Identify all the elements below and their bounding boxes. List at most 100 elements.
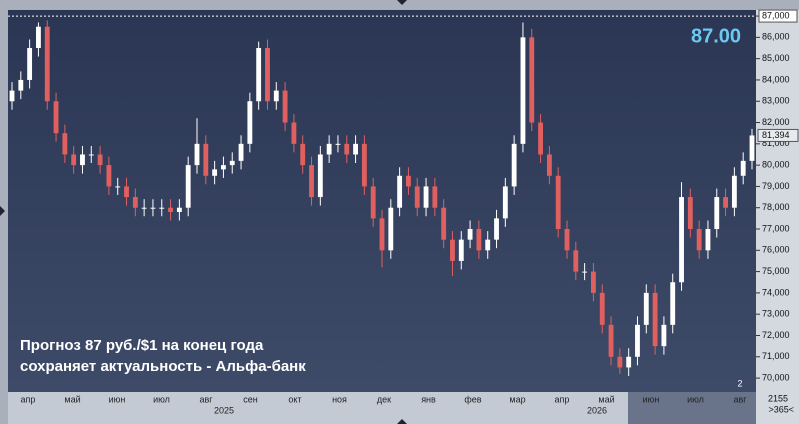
scroll-marker [0,206,5,216]
candle-body [397,175,403,208]
last-box [757,128,799,142]
x-axis-future [628,392,756,424]
candle-body [626,356,632,368]
x-tick-label: янв [421,394,436,404]
y-tick-label: 78,000 [762,202,790,212]
candle-body [176,207,182,212]
candle-body [476,229,482,251]
candle-body [450,239,455,261]
y-tick-label: 70,000 [762,372,790,382]
corner-text: >365< [768,404,794,414]
last-label: 81,394 [762,130,790,140]
candle-body [124,186,129,198]
candle-body [538,122,543,155]
x-tick-label: авг [733,394,747,404]
y-tick-label: 85,000 [762,53,790,63]
candle-body [432,186,438,208]
y-axis-panel [756,10,799,392]
candle-body [485,239,491,251]
candle-body [599,292,605,325]
candle-body [652,292,658,347]
candle-body [379,218,385,251]
candle-body [150,207,156,209]
candle-body [282,90,288,123]
candle-body [661,324,667,347]
candle-body [212,169,218,176]
candle-body [520,37,526,144]
x-tick-label: сен [243,394,258,404]
candle-body [502,186,508,219]
candle-body [185,165,191,208]
candle-body [529,37,535,123]
candle-body [582,271,588,273]
x-tick-label: май [64,394,80,404]
candle-body [511,143,517,187]
y-tick-label: 82,000 [762,117,790,127]
candle-body [27,48,33,80]
y-tick-label: 84,000 [762,74,790,84]
x-tick-label: апр [21,394,36,404]
candle-body [591,271,596,293]
x-tick-label: окт [288,394,301,404]
candle-body [494,218,499,240]
y-tick-label: 74,000 [762,287,790,297]
candle-body [238,143,244,161]
annotation: Прогноз 87 руб./$1 на конец года [20,337,264,354]
x-tick-label: дек [377,394,391,404]
candle-body [159,207,165,209]
x-tick-label: апр [555,394,570,404]
corner [756,392,799,424]
candle-body [203,143,209,176]
y-tick-label: 83,000 [762,96,790,106]
scroll-marker [397,419,407,424]
candle-body [71,154,77,166]
candle-body [44,26,50,102]
candle-body [115,186,121,188]
y-tick-label: 81,000 [762,138,790,148]
candle-body [423,186,429,208]
tick-highlight [758,9,798,23]
candle-body [370,186,376,219]
candle-body [247,101,253,144]
year-label: 2026 [587,405,607,415]
candle-body [309,165,314,198]
candle-body [573,250,579,272]
candle-body [749,135,755,161]
candle-body [740,160,746,176]
candle-body [388,207,394,251]
y-tick-label: 76,000 [762,245,790,255]
y-tick-label: 86,000 [762,32,790,42]
x-tick-label: авг [199,394,213,404]
candle-body [36,26,41,49]
candle-body [53,101,59,134]
candle-body [132,197,138,208]
candle-body [731,175,737,208]
candle-body [265,48,270,102]
target-label: 87.00 [691,25,741,47]
candle-body [168,207,173,212]
candle-body [229,160,235,166]
candle-body [317,154,323,198]
badge: 2 [737,378,742,388]
x-tick-label: июн [643,394,660,404]
y-tick-label: 77,000 [762,223,790,233]
candle-body [291,122,297,144]
candle-body [679,197,684,283]
candle-body [300,143,306,166]
candle-body [344,143,350,155]
candle-body [546,154,552,176]
x-tick-label: июл [687,394,704,404]
candle-body [564,229,570,251]
candle-body [80,154,85,166]
candle-body [335,143,341,145]
candle-body [696,229,702,251]
y-tick-label: 73,000 [762,309,790,319]
candle-body [406,175,411,187]
candle-body [326,143,332,155]
candle-body [458,239,464,261]
annotation: сохраняет актуальность - Альфа-банк [20,358,306,375]
y-tick-label: 87,000 [762,10,790,20]
candle-body [441,207,447,240]
x-tick-label: май [598,394,614,404]
